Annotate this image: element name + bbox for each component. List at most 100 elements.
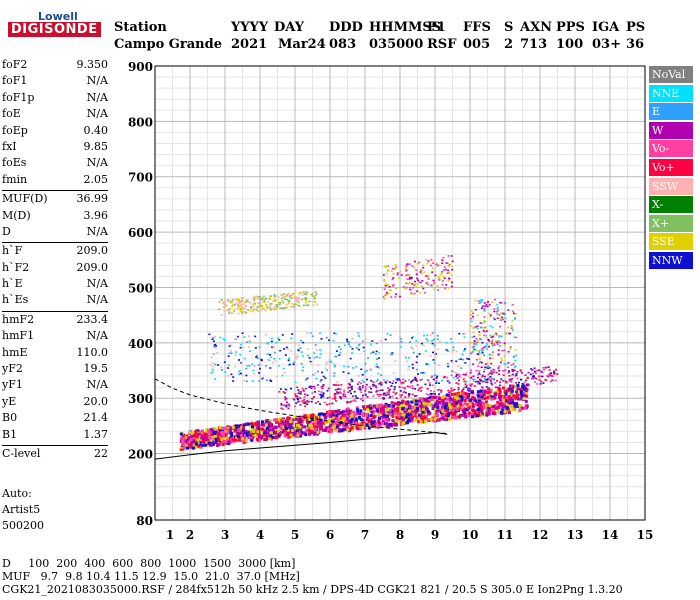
echo-point [377, 420, 381, 424]
echo-point [458, 373, 461, 376]
echo-point [540, 380, 543, 383]
echo-point [503, 302, 506, 305]
echo-point [478, 378, 481, 381]
echo-point [213, 433, 217, 437]
echo-point [478, 372, 481, 375]
echo-point [499, 301, 502, 304]
echo-point [302, 425, 306, 429]
echo-point [299, 339, 302, 342]
echo-point [284, 398, 287, 401]
echo-point [410, 412, 414, 416]
echo-point [267, 421, 271, 425]
echo-point [236, 299, 239, 301]
echo-point [406, 263, 409, 265]
echo-point [496, 317, 499, 320]
param-value: 110.0 [76, 345, 109, 359]
echo-point [496, 309, 499, 312]
echo-point [497, 393, 501, 396]
echo-point [544, 378, 547, 381]
echo-point [479, 361, 482, 363]
echo-point [399, 336, 401, 338]
echo-point [478, 362, 481, 365]
echo-point [512, 394, 516, 398]
echo-point [315, 292, 318, 295]
echo-point [248, 423, 252, 427]
echo-point [487, 412, 491, 416]
echo-points [179, 255, 559, 451]
echo-point [371, 340, 374, 342]
echo-point [424, 419, 428, 423]
param-row: yF1 N/A [2, 378, 108, 394]
echo-point [397, 404, 401, 408]
echo-point [372, 351, 375, 353]
echo-point [290, 305, 293, 308]
header-row2-cell: 083 [329, 37, 357, 52]
echo-point [489, 388, 493, 392]
echo-point [346, 428, 350, 432]
echo-point [462, 409, 465, 413]
echo-point [391, 395, 394, 398]
echo-point [391, 407, 395, 411]
echo-point [234, 426, 238, 430]
echo-point [318, 393, 321, 396]
echo-point [343, 389, 346, 392]
echo-point [236, 435, 240, 439]
echo-point [455, 374, 458, 376]
echo-point [275, 308, 278, 310]
echo-point [486, 374, 489, 377]
echo-point [327, 387, 330, 390]
echo-point [342, 371, 345, 373]
param-separator [2, 190, 108, 192]
echo-point [515, 381, 518, 384]
echo-point [442, 417, 446, 421]
echo-point [514, 385, 517, 389]
param-key: yE [2, 394, 17, 408]
echo-point [359, 409, 363, 413]
echo-point [355, 366, 358, 368]
echo-point [343, 344, 346, 347]
echo-point [239, 354, 242, 356]
echo-point [302, 304, 305, 307]
echo-point [223, 303, 226, 305]
echo-point [189, 435, 193, 439]
echo-point [463, 407, 467, 411]
echo-point [364, 388, 367, 390]
echo-point [252, 311, 255, 313]
echo-point [333, 375, 336, 377]
echo-point [407, 395, 410, 398]
echo-point [471, 375, 474, 378]
echo-point [288, 431, 292, 435]
echo-point [230, 344, 233, 346]
echo-point [291, 292, 294, 295]
echo-point [405, 402, 409, 405]
echo-point [432, 378, 435, 381]
echo-point [519, 405, 522, 409]
echo-point [356, 416, 359, 420]
echo-point [396, 402, 400, 406]
echo-point [392, 283, 395, 286]
echo-point [464, 383, 467, 385]
echo-point [298, 292, 301, 294]
echo-point [273, 295, 276, 298]
echo-point [210, 433, 214, 436]
echo-point [498, 317, 501, 320]
echo-point [394, 264, 397, 266]
echo-point [478, 350, 481, 352]
echo-point [330, 411, 333, 415]
echo-point [425, 398, 429, 402]
param-row: fxI 9.85 [2, 140, 108, 156]
echo-point [251, 425, 255, 429]
echo-point [301, 355, 304, 357]
echo-point [402, 414, 406, 418]
echo-point [440, 403, 444, 407]
echo-point [502, 386, 505, 390]
echo-point [492, 378, 495, 380]
echo-point [490, 383, 493, 386]
echo-point [347, 418, 351, 422]
echo-point [496, 307, 499, 310]
echo-point [295, 299, 298, 302]
echo-point [514, 349, 517, 351]
echo-point [287, 292, 290, 295]
echo-point [441, 283, 444, 286]
echo-point [536, 383, 539, 385]
